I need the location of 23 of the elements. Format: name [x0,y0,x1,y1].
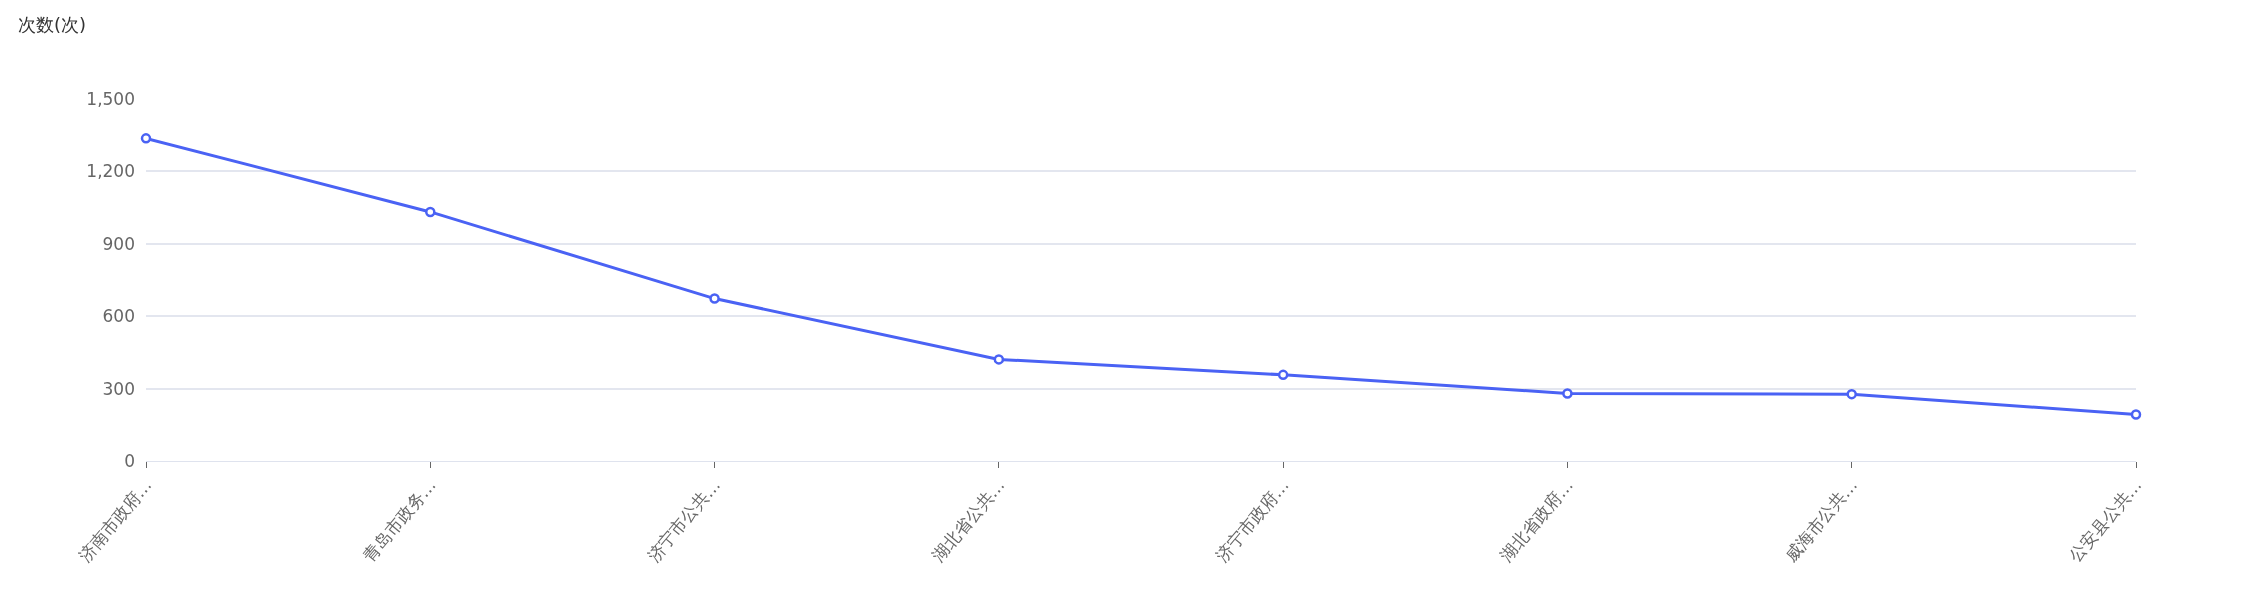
point [1277,369,1289,381]
x-tick-label: 湖北省政府… [1496,475,1578,567]
y-tick-label: 0 [124,450,135,471]
point [993,354,1005,365]
point [709,293,720,304]
x-tick-label: 济宁市公共… [643,475,725,567]
x-tick-label: 济南市政府… [74,475,156,567]
y-tick-label: 1,200 [86,161,135,182]
y-tick-label: 1,500 [86,88,135,109]
point [425,206,436,218]
point [1846,388,1857,400]
x-tick-label: 湖北省公共… [927,475,1009,567]
point [140,133,152,144]
y-tick-label: 600 [102,306,135,327]
x-tick-label: 青岛市政务… [358,475,440,567]
x-tick-label: 济宁市政府… [1211,475,1293,567]
x-tick-label: 公安县公共… [2064,475,2146,567]
point [2130,409,2142,420]
y-axis-title: 次数(次) [18,14,87,35]
y-tick-label: 900 [102,233,135,254]
y-tick-label: 300 [102,378,135,399]
x-tick-label: 威海市公共… [1780,475,1862,567]
point [1562,388,1573,399]
